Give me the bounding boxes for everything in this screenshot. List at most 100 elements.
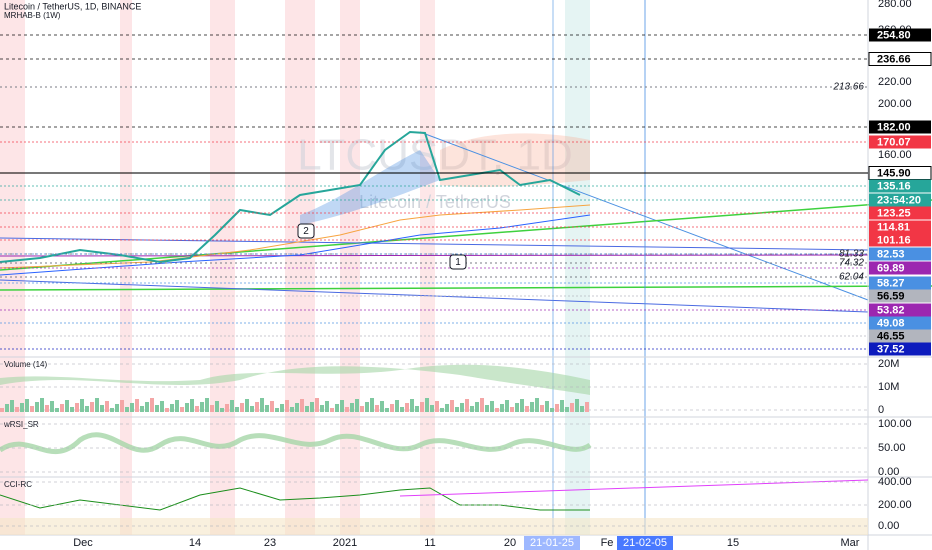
cloud — [440, 133, 590, 188]
volume-bar — [170, 404, 174, 412]
price-tag-label: 53.82 — [877, 304, 905, 316]
volume-bar — [560, 400, 564, 412]
price-tag — [869, 135, 931, 149]
price-tag — [869, 28, 931, 42]
panel-tick: 400.00 — [878, 476, 912, 488]
volume-bar — [0, 408, 4, 412]
time-axis-label: 21-02-05 — [623, 537, 667, 549]
volume-bar — [580, 406, 584, 412]
volume-bar — [455, 407, 459, 412]
price-axis-label: 280.00 — [878, 0, 912, 10]
volume-bar — [210, 405, 214, 412]
volume-bar — [95, 398, 99, 412]
volume-bar — [230, 400, 234, 412]
price-tag — [869, 342, 931, 356]
symbol-title: Litecoin / TetherUS, 1D, BINANCE — [4, 1, 141, 11]
level-label: 81.33 — [839, 249, 864, 260]
volume-bar — [155, 405, 159, 412]
panel-tick: 10M — [878, 381, 899, 393]
panel-tick: 200.00 — [878, 499, 912, 511]
volume-bar — [325, 401, 329, 412]
price-tag — [869, 193, 931, 207]
price-tag-label: 254.80 — [877, 29, 911, 41]
volume-bar — [30, 406, 34, 412]
volume-bar — [305, 406, 309, 412]
volume-bar — [460, 403, 464, 412]
volume-bar — [315, 398, 319, 412]
panel-tick: 0 — [878, 404, 884, 416]
volume-bar — [330, 408, 334, 412]
volume-bar — [365, 402, 369, 412]
price-tag — [869, 261, 931, 275]
panel-title: wRSI_SR — [3, 420, 39, 429]
volume-bar — [320, 405, 324, 412]
volume-bar — [195, 406, 199, 412]
volume-bar — [160, 401, 164, 412]
volume-bar — [535, 398, 539, 412]
volume-bar — [60, 404, 64, 412]
volume-bar — [440, 408, 444, 412]
volume-bar — [220, 408, 224, 412]
volume-bar — [35, 402, 39, 412]
volume-bar — [145, 402, 149, 412]
cci-trend — [399, 479, 869, 497]
volume-bar — [10, 400, 14, 412]
panel-tick: 50.00 — [878, 442, 906, 454]
volume-bar — [110, 408, 114, 412]
volume-bar — [245, 399, 249, 412]
time-tag — [617, 536, 673, 550]
volume-bar — [70, 407, 74, 412]
panel-tick: 100.00 — [878, 418, 912, 430]
volume-bar — [450, 400, 454, 412]
watermark-ticker: LTCUSDT, 1D — [297, 131, 572, 180]
volume-bar — [525, 406, 529, 412]
panel-title: Volume (14) — [4, 360, 47, 369]
volume-bar — [75, 403, 79, 412]
volume-bar — [520, 399, 524, 412]
price-tag — [869, 303, 931, 317]
volume-bar — [480, 398, 484, 412]
time-axis-label: 15 — [727, 537, 739, 549]
price-axis-label: 160.00 — [878, 149, 912, 161]
volume-bar — [185, 403, 189, 412]
volume-bar — [510, 407, 514, 412]
volume-bar — [265, 405, 269, 412]
time-tag — [524, 536, 580, 550]
volume-bar — [260, 398, 264, 412]
volume-bar — [235, 407, 239, 412]
volume-bar — [565, 407, 569, 412]
panel-tick: 0.00 — [878, 520, 899, 532]
volume-bar — [425, 398, 429, 412]
volume-bar — [255, 402, 259, 412]
price-tag-label: 23:54:20 — [877, 194, 921, 206]
price-tag — [868, 52, 932, 66]
volume-bar — [395, 400, 399, 412]
volume-bar — [335, 404, 339, 412]
panel-title: CCI-RC — [4, 480, 32, 489]
time-axis-label: Fe — [601, 537, 614, 549]
price-tag-label: 49.08 — [877, 317, 905, 329]
volume-bar — [280, 404, 284, 412]
volume-bar — [405, 403, 409, 412]
volume-bar — [410, 399, 414, 412]
price-tag — [869, 289, 931, 303]
price-tag — [869, 233, 931, 247]
price-tag-label: 69.89 — [877, 262, 905, 274]
volume-bar — [120, 400, 124, 412]
price-path — [0, 130, 581, 264]
volume-bar — [180, 407, 184, 412]
volume-bar — [215, 401, 219, 412]
price-tag — [869, 179, 931, 193]
volume-band — [0, 364, 590, 395]
volume-bar — [390, 404, 394, 412]
volume-bar — [545, 401, 549, 412]
volume-bar — [125, 407, 129, 412]
volume-bar — [385, 408, 389, 412]
volume-bar — [495, 408, 499, 412]
price-tag-label: 182.00 — [877, 121, 911, 133]
volume-bar — [340, 400, 344, 412]
marker-box — [297, 223, 315, 239]
volume-bar — [540, 405, 544, 412]
